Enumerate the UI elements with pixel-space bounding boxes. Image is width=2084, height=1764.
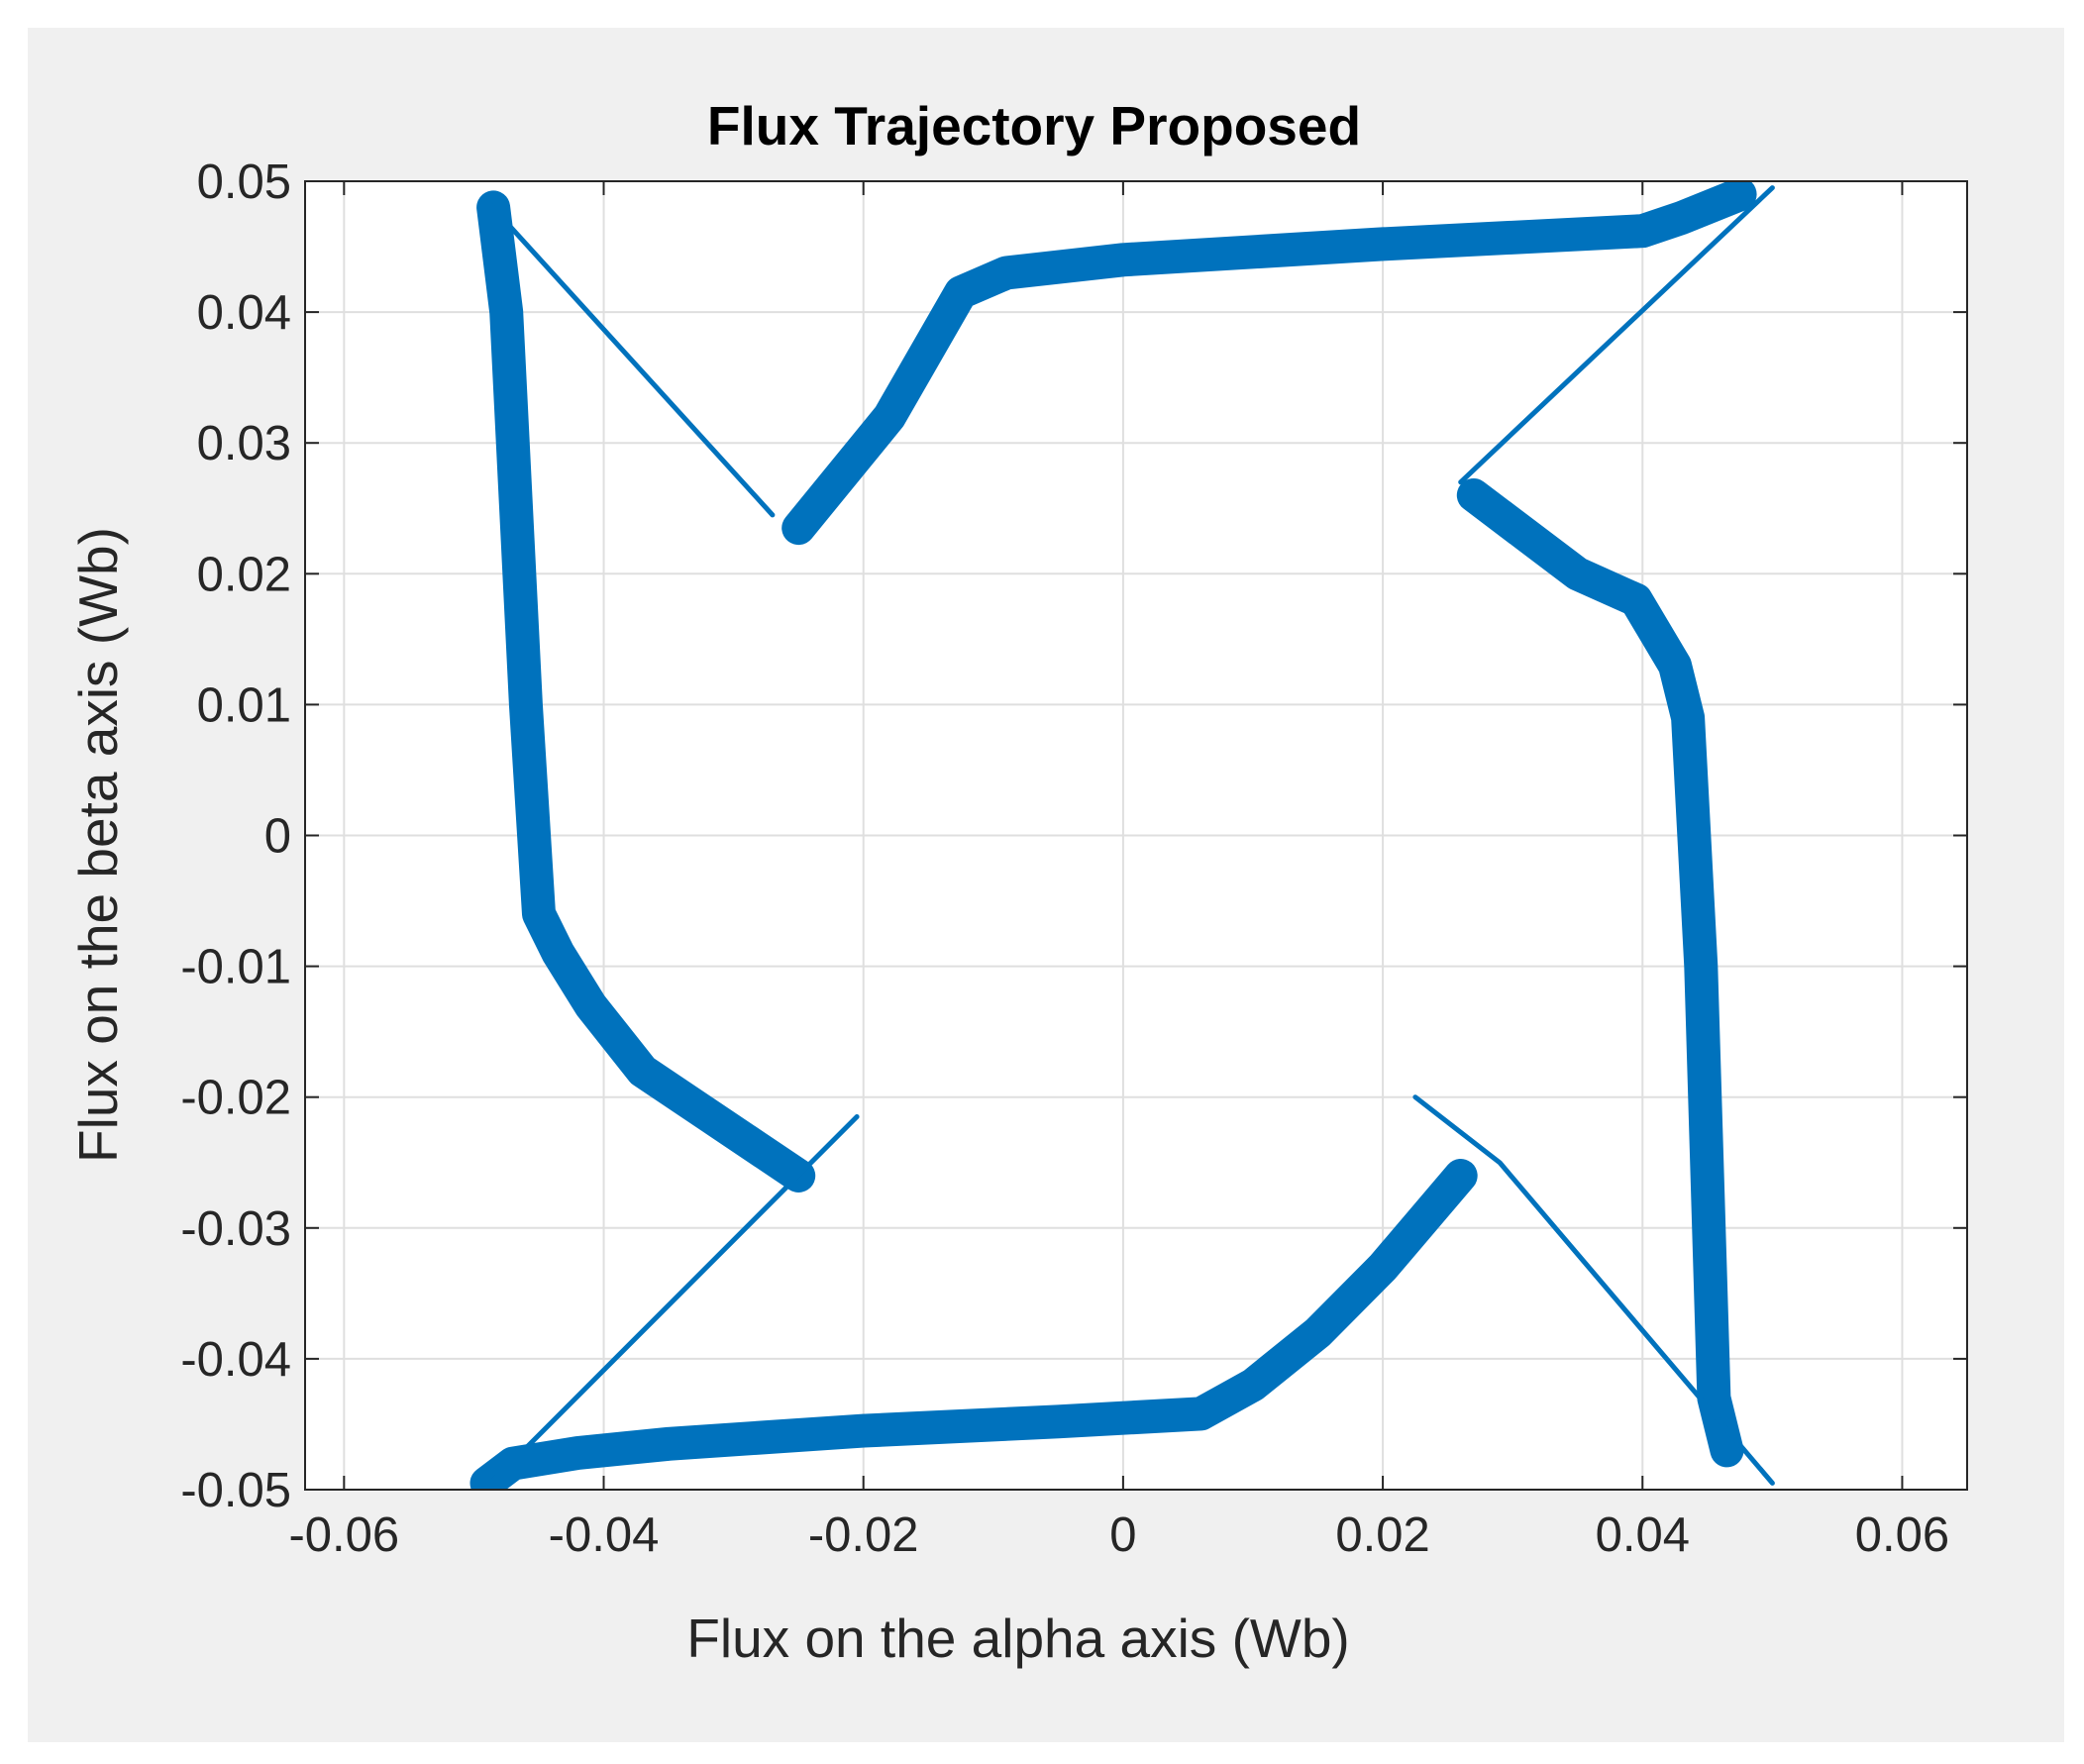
y-tick-label: 0.04: [197, 286, 291, 340]
y-tick-label: -0.04: [180, 1333, 291, 1387]
x-tick-label: -0.06: [288, 1508, 399, 1562]
trajectory-line-8: [1458, 185, 1775, 485]
trajectory-line-7: [1412, 1094, 1775, 1486]
axes: -0.06 -0.04 -0.02 0 0.02 0.04 0.06 -0.05 -0.04 -0…: [180, 156, 1968, 1562]
y-tick-label: -0.05: [180, 1464, 291, 1517]
trajectory-band-1: [476, 190, 816, 1193]
y-axis-label: Flux on the beta axis (Wb): [67, 527, 129, 1163]
figure-panel: Flux Trajectory Proposed -0.06 -0.04 -0.02…: [28, 28, 2064, 1742]
y-tick-label: -0.01: [180, 941, 291, 994]
y-tick-label: 0: [264, 810, 291, 864]
chart: Flux Trajectory Proposed -0.06 -0.04 -0.02…: [67, 95, 1968, 1669]
y-tick-label: -0.03: [180, 1202, 291, 1256]
series-group: [469, 181, 1775, 1490]
x-tick-label: -0.02: [808, 1508, 919, 1562]
y-tick-label: -0.02: [180, 1072, 291, 1125]
x-tick-label: 0.06: [1855, 1508, 1949, 1562]
x-axis-label: Flux on the alpha axis (Wb): [686, 1608, 1349, 1669]
trajectory-band-4: [782, 181, 1757, 546]
series-layer: [469, 181, 1775, 1490]
x-tick-label: 0.02: [1335, 1508, 1429, 1562]
trajectory-band-3: [1456, 478, 1744, 1468]
trajectory-line-6: [480, 1114, 860, 1490]
x-tick-label: -0.04: [549, 1508, 660, 1562]
x-tick-label: 0.04: [1596, 1508, 1690, 1562]
trajectory-band-2: [469, 1159, 1478, 1490]
x-tick-label: 0: [1109, 1508, 1136, 1562]
y-tick-label: 0.03: [197, 417, 291, 470]
y-tick-label: 0.02: [197, 548, 291, 601]
y-tick-label: 0.01: [197, 678, 291, 732]
chart-title: Flux Trajectory Proposed: [707, 95, 1361, 156]
y-tick-label: 0.05: [197, 156, 291, 209]
trajectory-line-5: [484, 198, 776, 518]
